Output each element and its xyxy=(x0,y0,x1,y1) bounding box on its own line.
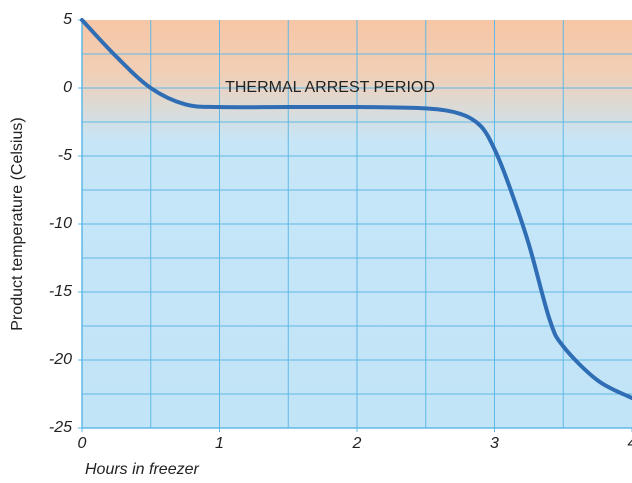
y-tick-label: -5 xyxy=(58,147,72,164)
x-tick-label: 2 xyxy=(352,435,362,452)
x-tick-label: 4 xyxy=(628,435,632,452)
y-tick-label: -15 xyxy=(49,283,72,300)
y-axis-label: Product temperature (Celsius) xyxy=(9,117,26,330)
y-tick-label: -10 xyxy=(49,215,72,232)
x-axis-label: Hours in freezer xyxy=(85,461,199,478)
annotation: THERMAL ARREST PERIOD xyxy=(225,79,435,96)
line xyxy=(80,18,632,401)
x-tick-label: 3 xyxy=(490,435,499,452)
x-tick-label: 1 xyxy=(215,435,224,452)
y-tick-label: -25 xyxy=(49,419,72,436)
y-tick-label: -20 xyxy=(49,351,72,368)
x-tick-label: 0 xyxy=(78,435,87,452)
y-tick-label: 0 xyxy=(63,79,72,96)
y-tick-label: 5 xyxy=(63,11,72,28)
